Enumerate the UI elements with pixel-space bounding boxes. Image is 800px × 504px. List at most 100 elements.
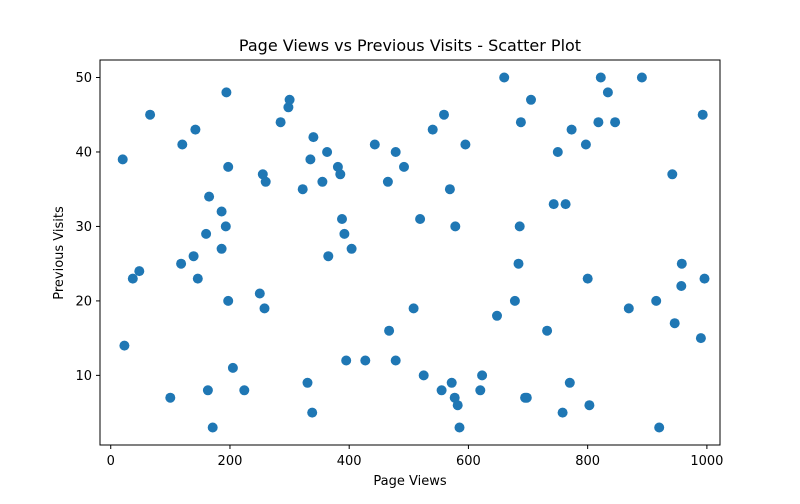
x-tick-label: 800 <box>575 454 600 469</box>
data-point <box>595 72 606 83</box>
data-point <box>119 340 130 351</box>
data-point <box>514 221 525 232</box>
data-point <box>695 333 706 344</box>
data-point <box>223 161 234 172</box>
data-point <box>449 392 460 403</box>
data-point <box>275 117 286 128</box>
data-point <box>323 251 334 262</box>
data-point <box>623 303 634 314</box>
data-point <box>460 139 471 150</box>
y-tick-label: 10 <box>75 369 92 384</box>
x-axis-label: Page Views <box>373 474 446 489</box>
data-point <box>322 147 333 157</box>
data-point <box>509 295 520 306</box>
data-point <box>337 214 347 224</box>
data-point <box>492 310 502 321</box>
data-point <box>260 176 271 187</box>
data-point <box>305 154 316 165</box>
data-point <box>117 154 128 165</box>
y-axis-label: Previous Visits <box>52 206 67 300</box>
x-tick-label: 0 <box>107 454 115 469</box>
data-point <box>369 139 380 150</box>
data-point <box>190 124 201 135</box>
data-point <box>450 221 461 232</box>
data-point <box>302 377 313 388</box>
data-point <box>390 147 401 157</box>
data-point <box>439 109 449 120</box>
data-point <box>283 102 294 113</box>
data-point <box>452 400 463 411</box>
data-point <box>165 392 176 403</box>
data-point <box>201 228 212 239</box>
data-point <box>346 243 357 254</box>
data-point <box>176 258 187 269</box>
data-point <box>341 355 352 366</box>
data-point <box>499 72 510 83</box>
x-tick-label: 200 <box>218 454 243 469</box>
data-point <box>216 206 227 217</box>
data-point <box>220 221 231 232</box>
data-point <box>436 385 447 396</box>
data-point <box>408 303 419 314</box>
data-point <box>308 132 319 143</box>
data-point <box>542 325 553 336</box>
data-point <box>360 355 371 366</box>
data-point <box>475 385 486 396</box>
data-point <box>384 325 395 336</box>
data-point <box>446 377 457 388</box>
points-layer <box>117 72 710 433</box>
data-point <box>444 184 455 195</box>
data-point <box>654 422 665 433</box>
data-point <box>584 400 595 411</box>
x-axis-ticks: 0 200 400 600 800 1000 <box>107 445 723 469</box>
data-point <box>382 176 393 187</box>
data-point <box>127 273 138 284</box>
data-point <box>239 385 250 396</box>
y-tick-label: 20 <box>75 294 92 309</box>
data-point <box>552 147 563 157</box>
chart-title: Page Views vs Previous Visits - Scatter … <box>239 36 581 55</box>
data-point <box>207 422 218 433</box>
y-axis-ticks: 10 20 30 40 50 <box>75 71 100 384</box>
data-point <box>610 117 621 128</box>
x-tick-label: 400 <box>337 454 362 469</box>
data-point <box>418 370 429 381</box>
data-point <box>335 169 346 180</box>
data-point <box>636 72 647 83</box>
data-point <box>390 355 401 366</box>
data-point <box>145 109 156 120</box>
data-point <box>192 273 203 284</box>
data-point <box>566 124 577 135</box>
data-point <box>339 228 350 239</box>
data-point <box>297 184 308 195</box>
plot-area-frame <box>99 59 721 446</box>
data-point <box>560 199 571 210</box>
data-point <box>477 370 488 381</box>
data-point <box>593 117 604 128</box>
data-point <box>257 169 268 180</box>
data-point <box>284 94 295 105</box>
data-point <box>204 191 215 202</box>
data-point <box>221 87 232 98</box>
data-point <box>582 273 593 284</box>
data-point <box>667 169 678 180</box>
data-point <box>317 176 328 187</box>
data-point <box>515 117 526 128</box>
x-tick-label: 600 <box>456 454 481 469</box>
y-tick-label: 30 <box>75 220 92 235</box>
data-point <box>415 214 426 224</box>
data-point <box>548 199 559 210</box>
data-point <box>399 161 409 172</box>
data-point <box>134 266 145 277</box>
data-point <box>307 407 318 418</box>
data-point <box>602 87 613 98</box>
data-point <box>676 281 687 291</box>
data-point <box>254 288 265 299</box>
data-point <box>427 124 438 135</box>
data-point <box>454 422 465 433</box>
data-point <box>676 258 687 269</box>
data-point <box>564 377 575 388</box>
